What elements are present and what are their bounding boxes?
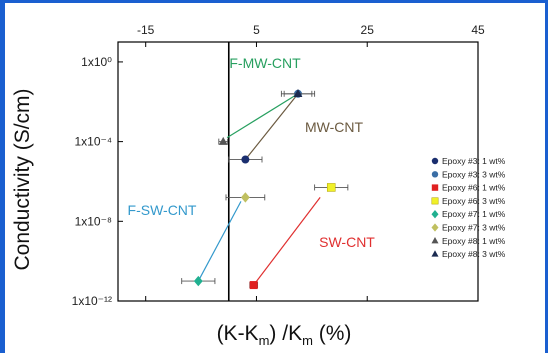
- plot-frame: [117, 41, 479, 302]
- legend-label: Epoxy #6: 1 wt%: [442, 183, 506, 193]
- x-tick-label: -15: [137, 23, 155, 37]
- annotation-line: [197, 201, 242, 282]
- data-point: [293, 89, 303, 97]
- data-point: [249, 281, 258, 290]
- annotation-line: [244, 93, 299, 160]
- legend-marker: [431, 171, 439, 178]
- legend-marker: [431, 184, 439, 191]
- axis-titles: Conductivity (S/cm)(K-Km) /Km (%): [11, 88, 351, 348]
- y-axis-title: Conductivity (S/cm): [11, 88, 34, 270]
- x-tick-label: 25: [361, 23, 375, 37]
- annotation-label: SW-CNT: [319, 234, 375, 250]
- legend-marker: [431, 197, 439, 205]
- y-tick-label: 1x10⁻⁸: [75, 214, 112, 228]
- x-axis-title-part: (%): [313, 322, 352, 345]
- y-tick-label: 1x10⁻¹²: [72, 294, 112, 308]
- legend-label: Epoxy #3: 3 wt%: [442, 169, 506, 179]
- x-tick-label: 45: [471, 23, 485, 37]
- x-axis-title-part: ) /K: [269, 322, 302, 345]
- legend-label: Epoxy #8: 1 wt%: [442, 236, 506, 246]
- annotation-labels: F-MW-CNT MW-CNT F-SW-CNT SW-CNT: [128, 55, 376, 250]
- data-point: [240, 192, 250, 203]
- data-point: [326, 183, 336, 192]
- x-axis-title: (K-Km) /Km (%): [217, 322, 352, 348]
- x-axis-title-subscript: m: [302, 333, 313, 348]
- y-tick-label: 1x10⁰: [81, 55, 112, 69]
- annotation-line: [253, 197, 321, 286]
- legend: Epoxy #3: 1 wt% Epoxy #3: 3 wt% Epoxy #6: …: [431, 156, 506, 259]
- annotation-line: [226, 93, 299, 139]
- y-tick-label: 1x10⁻⁴: [74, 135, 112, 149]
- annotation-label: F-SW-CNT: [128, 202, 197, 218]
- annotation-lines: [197, 93, 321, 286]
- legend-marker: [431, 223, 439, 232]
- annotation-label: F-MW-CNT: [229, 55, 301, 71]
- x-tick-label: 5: [253, 23, 260, 37]
- legend-marker: [431, 210, 439, 219]
- axes: -15 5 25 45 1x10⁰ 1x10⁻⁴ 1x10⁻⁸ 1x10⁻¹²: [72, 23, 485, 308]
- legend-label: Epoxy #3: 1 wt%: [442, 156, 506, 166]
- legend-marker: [431, 250, 439, 257]
- legend-marker: [431, 157, 439, 165]
- legend-label: Epoxy #7: 1 wt%: [442, 209, 506, 219]
- data-points: [181, 89, 349, 290]
- annotation-label: MW-CNT: [305, 119, 364, 135]
- data-point: [193, 275, 203, 287]
- data-point: [218, 136, 228, 145]
- legend-label: Epoxy #7: 3 wt%: [442, 223, 506, 233]
- legend-label: Epoxy #6: 3 wt%: [442, 196, 506, 206]
- x-axis-title-part: (K-K: [217, 322, 259, 345]
- legend-marker: [431, 236, 439, 244]
- legend-label: Epoxy #8: 3 wt%: [442, 249, 506, 259]
- data-point: [241, 155, 250, 164]
- x-axis-title-subscript: m: [259, 333, 270, 348]
